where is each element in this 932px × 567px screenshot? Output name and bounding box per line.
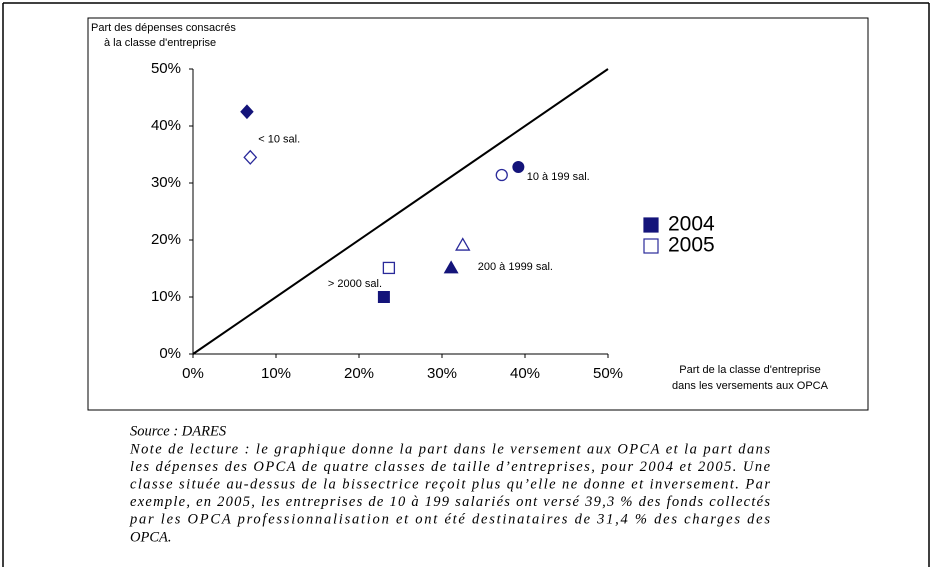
- y-tick-label: 50%: [151, 60, 181, 77]
- note-line: OPCA.: [130, 529, 171, 545]
- y-tick-label: 40%: [151, 117, 181, 134]
- x-tick-label: 40%: [510, 365, 540, 382]
- point: [455, 237, 471, 251]
- point: [443, 260, 459, 274]
- point: [512, 161, 525, 174]
- point-label: < 10 sal.: [258, 133, 300, 145]
- y-tick-label: 30%: [151, 174, 181, 191]
- note-line: Note de lecture : le graphique donne la …: [129, 441, 770, 457]
- bisector: [192, 68, 609, 355]
- y-tick-label: 10%: [151, 288, 181, 305]
- legend-label: 2004: [668, 213, 715, 236]
- note-line: les dépenses des OPCA de quatre classes …: [130, 459, 771, 475]
- legend-label: 2005: [668, 234, 715, 257]
- y-axis-title: à la classe d'entreprise: [104, 37, 216, 49]
- x-tick-label: 0%: [182, 365, 204, 382]
- legend-swatch: [643, 238, 659, 254]
- x-axis-title: Part de la classe d'entreprise: [679, 364, 821, 376]
- x-tick-label: 20%: [344, 365, 374, 382]
- y-tick-label: 20%: [151, 231, 181, 248]
- note-line: classe située au-dessus de la bissectric…: [130, 477, 770, 493]
- point: [382, 261, 396, 275]
- x-tick-label: 30%: [427, 365, 457, 382]
- x-axis-title: dans les versements aux OPCA: [672, 380, 829, 392]
- point: [243, 149, 258, 165]
- point: [377, 291, 390, 303]
- x-tick-label: 10%: [261, 365, 291, 382]
- point: [495, 168, 508, 182]
- note-line: exemple, en 2005, les entreprises de 10 …: [130, 494, 770, 510]
- x-tick-label: 50%: [593, 365, 623, 382]
- point-label: > 2000 sal.: [328, 278, 382, 290]
- y-tick-label: 0%: [159, 345, 181, 362]
- point-label: 10 à 199 sal.: [527, 171, 590, 183]
- y-axis-title: Part des dépenses consacrés: [91, 22, 236, 34]
- point-label: 200 à 1999 sal.: [478, 261, 553, 273]
- source: Source : DARES: [130, 423, 227, 439]
- note-line: par les OPCA professionnalisation et ont…: [129, 512, 770, 528]
- chart-box: [87, 17, 869, 411]
- legend-swatch: [643, 217, 659, 233]
- point: [240, 104, 254, 120]
